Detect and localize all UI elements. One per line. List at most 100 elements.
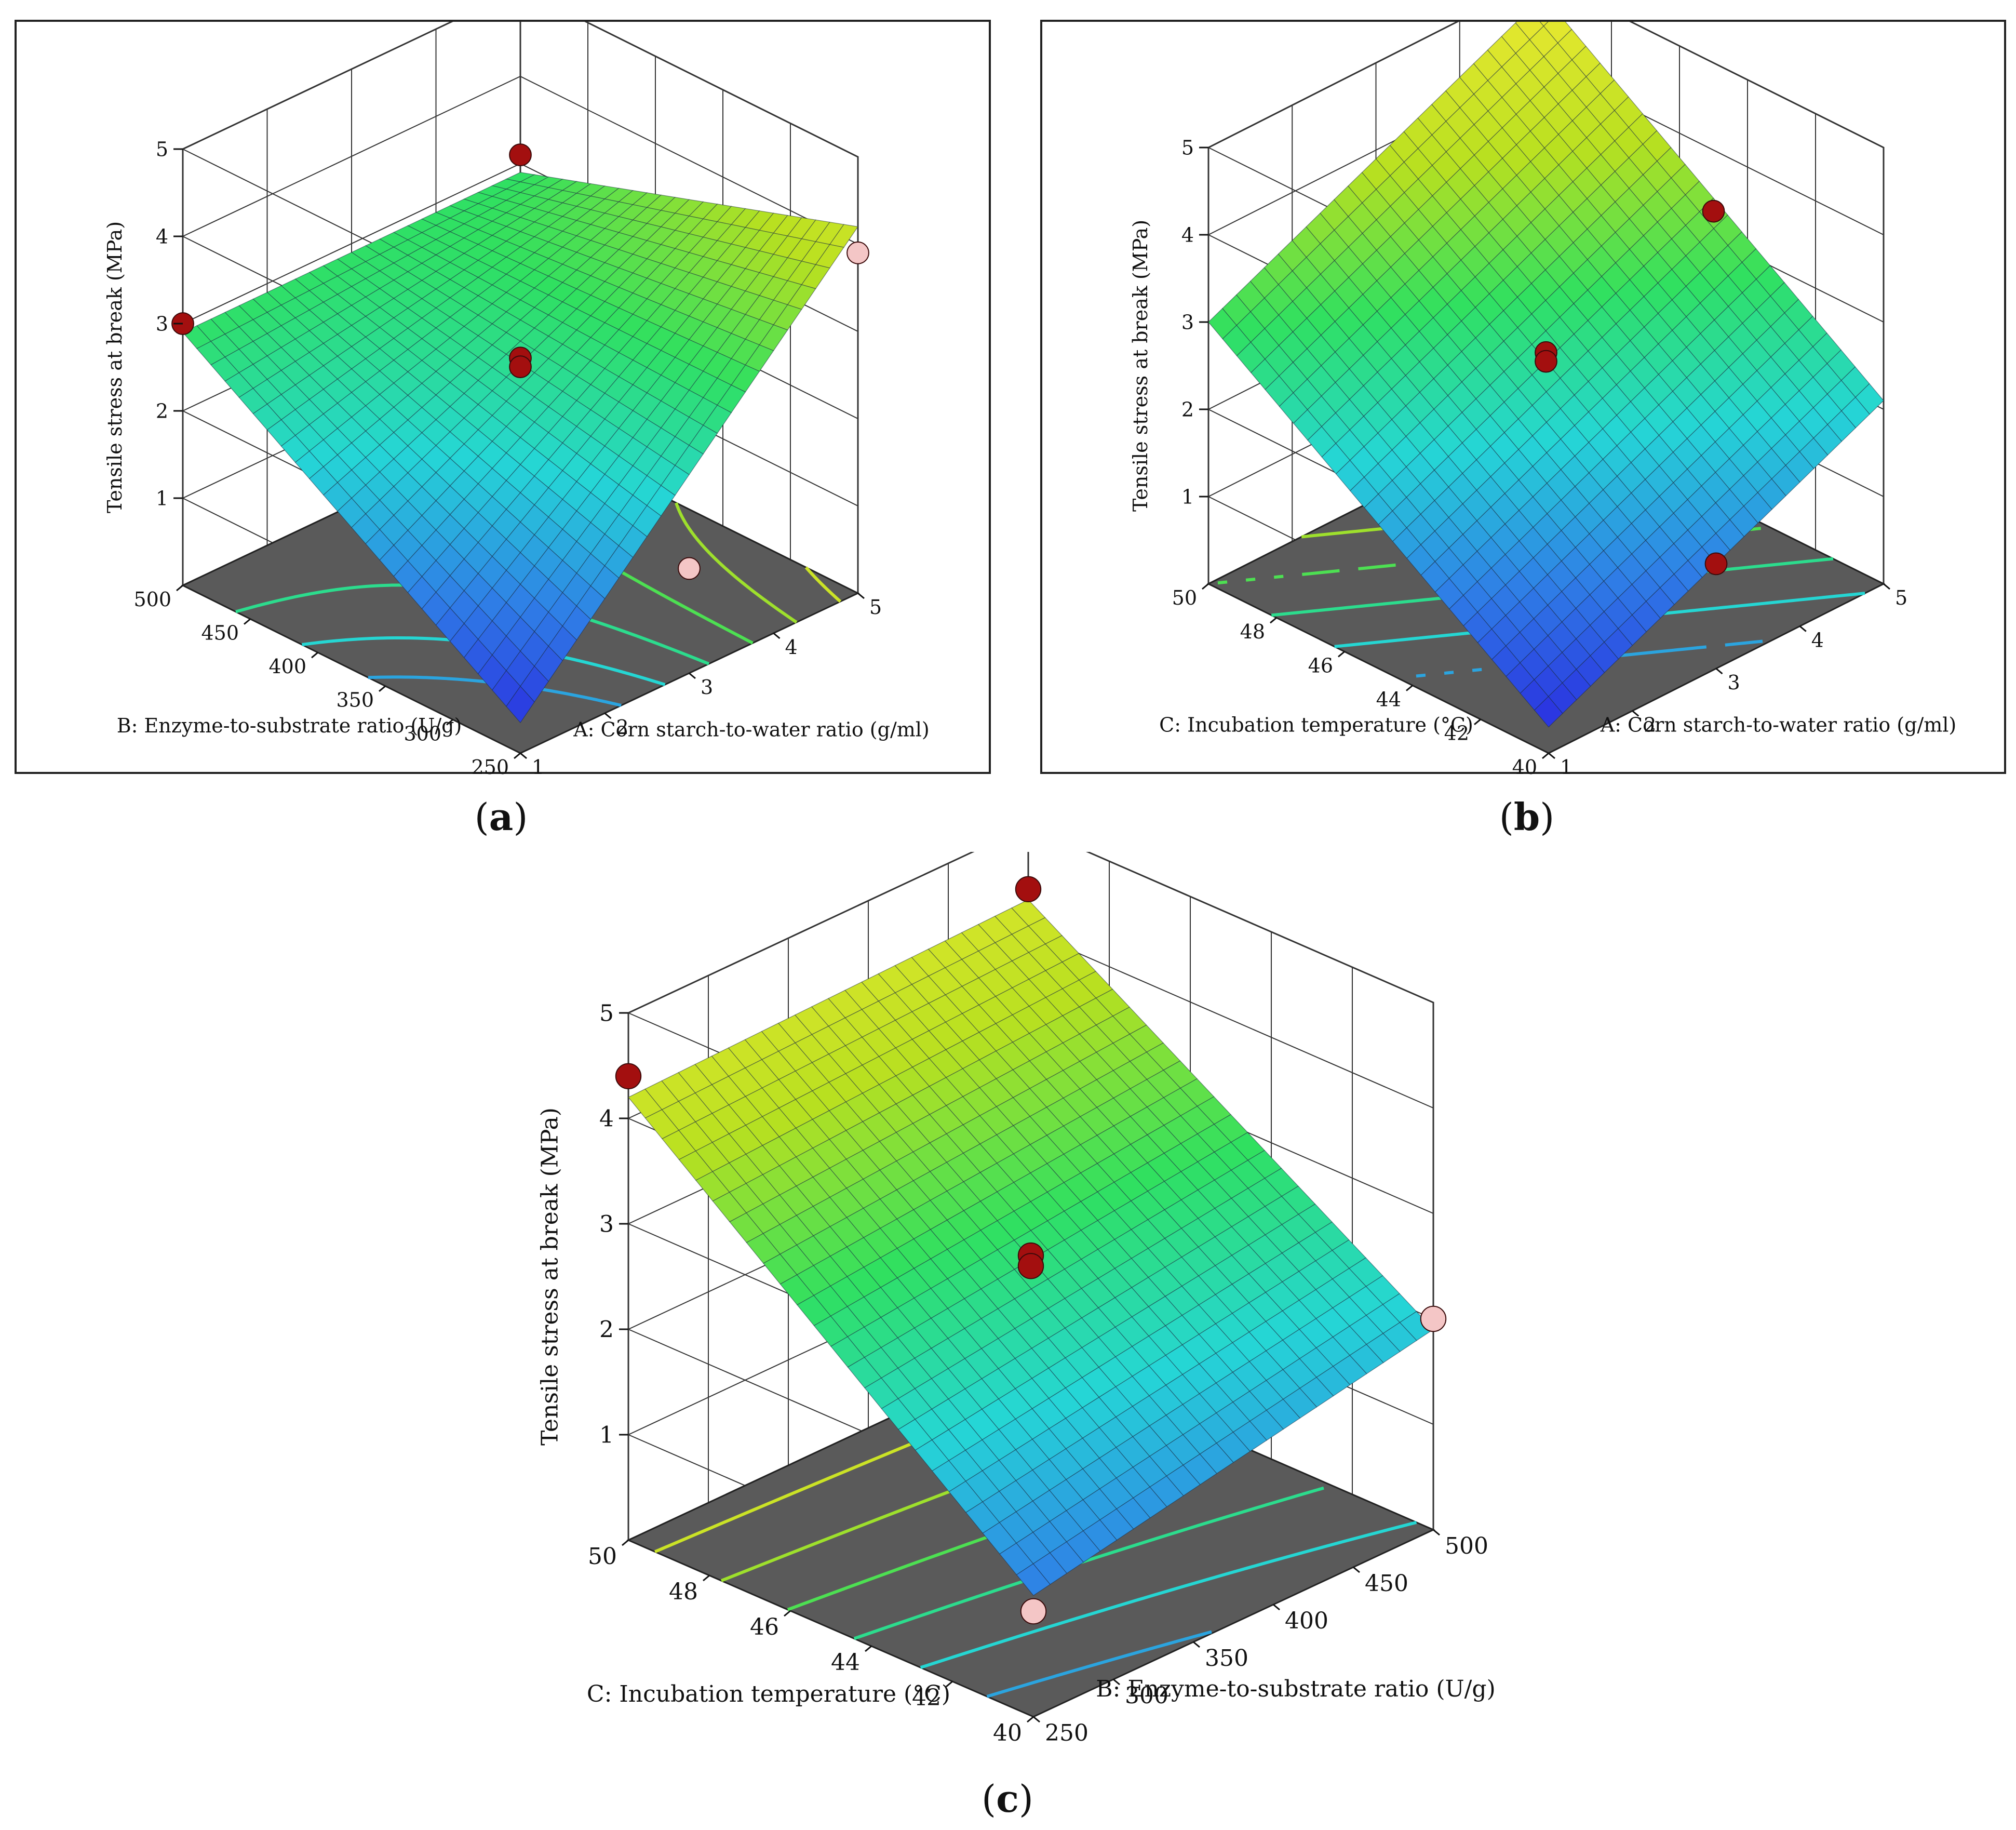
y-tick-label: 250: [471, 756, 509, 776]
x-tick-label: 400: [1285, 1608, 1328, 1634]
z-tick-label: 1: [156, 487, 168, 510]
z-tick-label: 5: [1181, 136, 1194, 159]
x-tick-label: 3: [701, 676, 713, 699]
y-tick: [176, 584, 183, 592]
x-axis-ticks: 1 2 3 4 5: [520, 592, 882, 776]
surface-cell: [1539, 22, 1549, 27]
chart-panel-c: 1 2 3 4 5 250 300 350 400 450 500 40 42 44 46 48 50 B: En…: [405, 852, 1610, 1756]
response-surface: [628, 899, 1434, 1596]
wall-gridline: [182, 75, 858, 245]
z-tick-label: 5: [156, 138, 168, 161]
x-tick-label: 350: [1205, 1645, 1248, 1672]
z-tick-label: 3: [1181, 311, 1194, 333]
y-tick: [514, 752, 521, 759]
z-tick-label: 4: [1181, 223, 1194, 246]
surface-plot-b: 1 2 3 4 5 1 2 3 4 5 40 42 44 46 48 50 A: Corn starch-to-…: [1129, 22, 1957, 776]
y-tick: [784, 1610, 791, 1617]
y-tick-label: 46: [1308, 654, 1333, 677]
design-point: [1017, 1253, 1044, 1279]
x-tick-label: 450: [1365, 1570, 1408, 1597]
x-tick-label: 500: [1445, 1533, 1488, 1559]
y-tick: [1474, 718, 1481, 725]
x-tick: [1193, 1641, 1200, 1648]
y-tick-label: 500: [133, 588, 171, 611]
x-tick: [1883, 583, 1890, 590]
caption-c: (c): [981, 1776, 1034, 1821]
wall-gridline: [182, 22, 858, 157]
design-points: [1535, 199, 1728, 576]
x-axis-title: A: Corn starch-to-water ratio (g/ml): [1600, 714, 1957, 737]
z-axis-ticks: 1 2 3 4 5: [1181, 136, 1208, 508]
x-tick: [1799, 625, 1807, 632]
x-tick: [773, 632, 781, 639]
y-tick-label: 40: [993, 1720, 1022, 1746]
x-tick: [604, 712, 612, 719]
wall-gridline: [1208, 22, 1884, 148]
design-point: [678, 557, 701, 580]
y-tick: [1202, 583, 1209, 590]
y-axis-title: C: Incubation temperature (°C): [1159, 714, 1473, 737]
y-tick: [1406, 685, 1413, 691]
x-tick-label: 2: [616, 716, 629, 739]
y-tick: [1542, 752, 1549, 759]
x-tick-label: 2: [1644, 713, 1656, 736]
x-tick-label: 3: [1728, 671, 1740, 694]
z-tick-label: 2: [1181, 398, 1194, 421]
y-axis-title: B: Enzyme-to-substrate ratio (U/g): [117, 714, 462, 737]
contour-line: [920, 1520, 1417, 1669]
y-tick: [865, 1645, 872, 1652]
surface-cell: [1016, 1563, 1051, 1596]
x-tick-label: 1: [532, 756, 544, 776]
x-tick: [520, 752, 527, 759]
y-axis-ticks: 40 42 44 46 48 50: [588, 1539, 1034, 1746]
x-tick: [1353, 1566, 1360, 1573]
y-tick-label: 48: [1240, 620, 1265, 643]
x-tick-label: 4: [1811, 629, 1824, 651]
design-point: [1015, 876, 1042, 903]
x-tick-label: 250: [1045, 1720, 1088, 1746]
z-axis-ticks: 1 2 3 4 5: [599, 1000, 628, 1448]
x-tick-label: 5: [869, 596, 882, 619]
y-tick-label: 44: [831, 1649, 860, 1676]
x-axis-title: A: Corn starch-to-water ratio (g/ml): [573, 718, 930, 741]
y-axis-ticks: 40 42 44 46 48 50: [1172, 583, 1549, 776]
x-tick: [1113, 1678, 1120, 1686]
response-surface: [1208, 22, 1884, 728]
contour-line: [675, 502, 798, 624]
y-tick: [1270, 617, 1277, 624]
y-tick-label: 42: [1444, 722, 1469, 745]
x-tick-label: 4: [785, 636, 798, 659]
x-axis-ticks: 250 300 350 400 450 500: [1033, 1529, 1488, 1746]
y-tick-label: 300: [404, 722, 441, 745]
y-tick-label: 40: [1512, 756, 1537, 776]
surface-plot-a: 1 2 3 4 5 1 2 3 4 5 250 300 350 400 450 500 A: Corn star…: [103, 22, 930, 776]
y-tick: [946, 1680, 953, 1688]
y-tick: [446, 719, 453, 726]
design-point: [846, 241, 869, 264]
design-point: [1420, 1305, 1447, 1332]
y-tick: [1027, 1716, 1034, 1723]
y-tick-label: 450: [201, 622, 239, 645]
z-axis-title: Tensile stress at break (MPa): [103, 221, 126, 513]
y-tick-label: 46: [750, 1614, 779, 1640]
z-tick-label: 4: [156, 225, 168, 248]
design-point: [1020, 1598, 1047, 1625]
y-tick-label: 48: [669, 1579, 698, 1605]
design-point: [1704, 552, 1728, 576]
x-tick: [1033, 1716, 1040, 1723]
x-tick: [1632, 710, 1639, 717]
y-axis-ticks: 250 300 350 400 450 500: [133, 584, 521, 776]
y-axis-title: C: Incubation temperature (°C): [587, 1681, 950, 1707]
y-tick-label: 350: [336, 689, 374, 712]
z-tick-label: 1: [599, 1422, 614, 1448]
design-point: [615, 1063, 642, 1089]
x-tick: [1273, 1604, 1280, 1611]
y-tick: [622, 1539, 629, 1546]
design-points: [171, 143, 869, 580]
z-tick-label: 3: [599, 1211, 614, 1237]
z-tick-label: 4: [599, 1105, 614, 1132]
x-tick: [1548, 752, 1555, 759]
y-tick: [244, 618, 251, 625]
surface-cell: [506, 686, 535, 724]
z-axis-title: Tensile stress at break (MPa): [537, 1107, 563, 1446]
